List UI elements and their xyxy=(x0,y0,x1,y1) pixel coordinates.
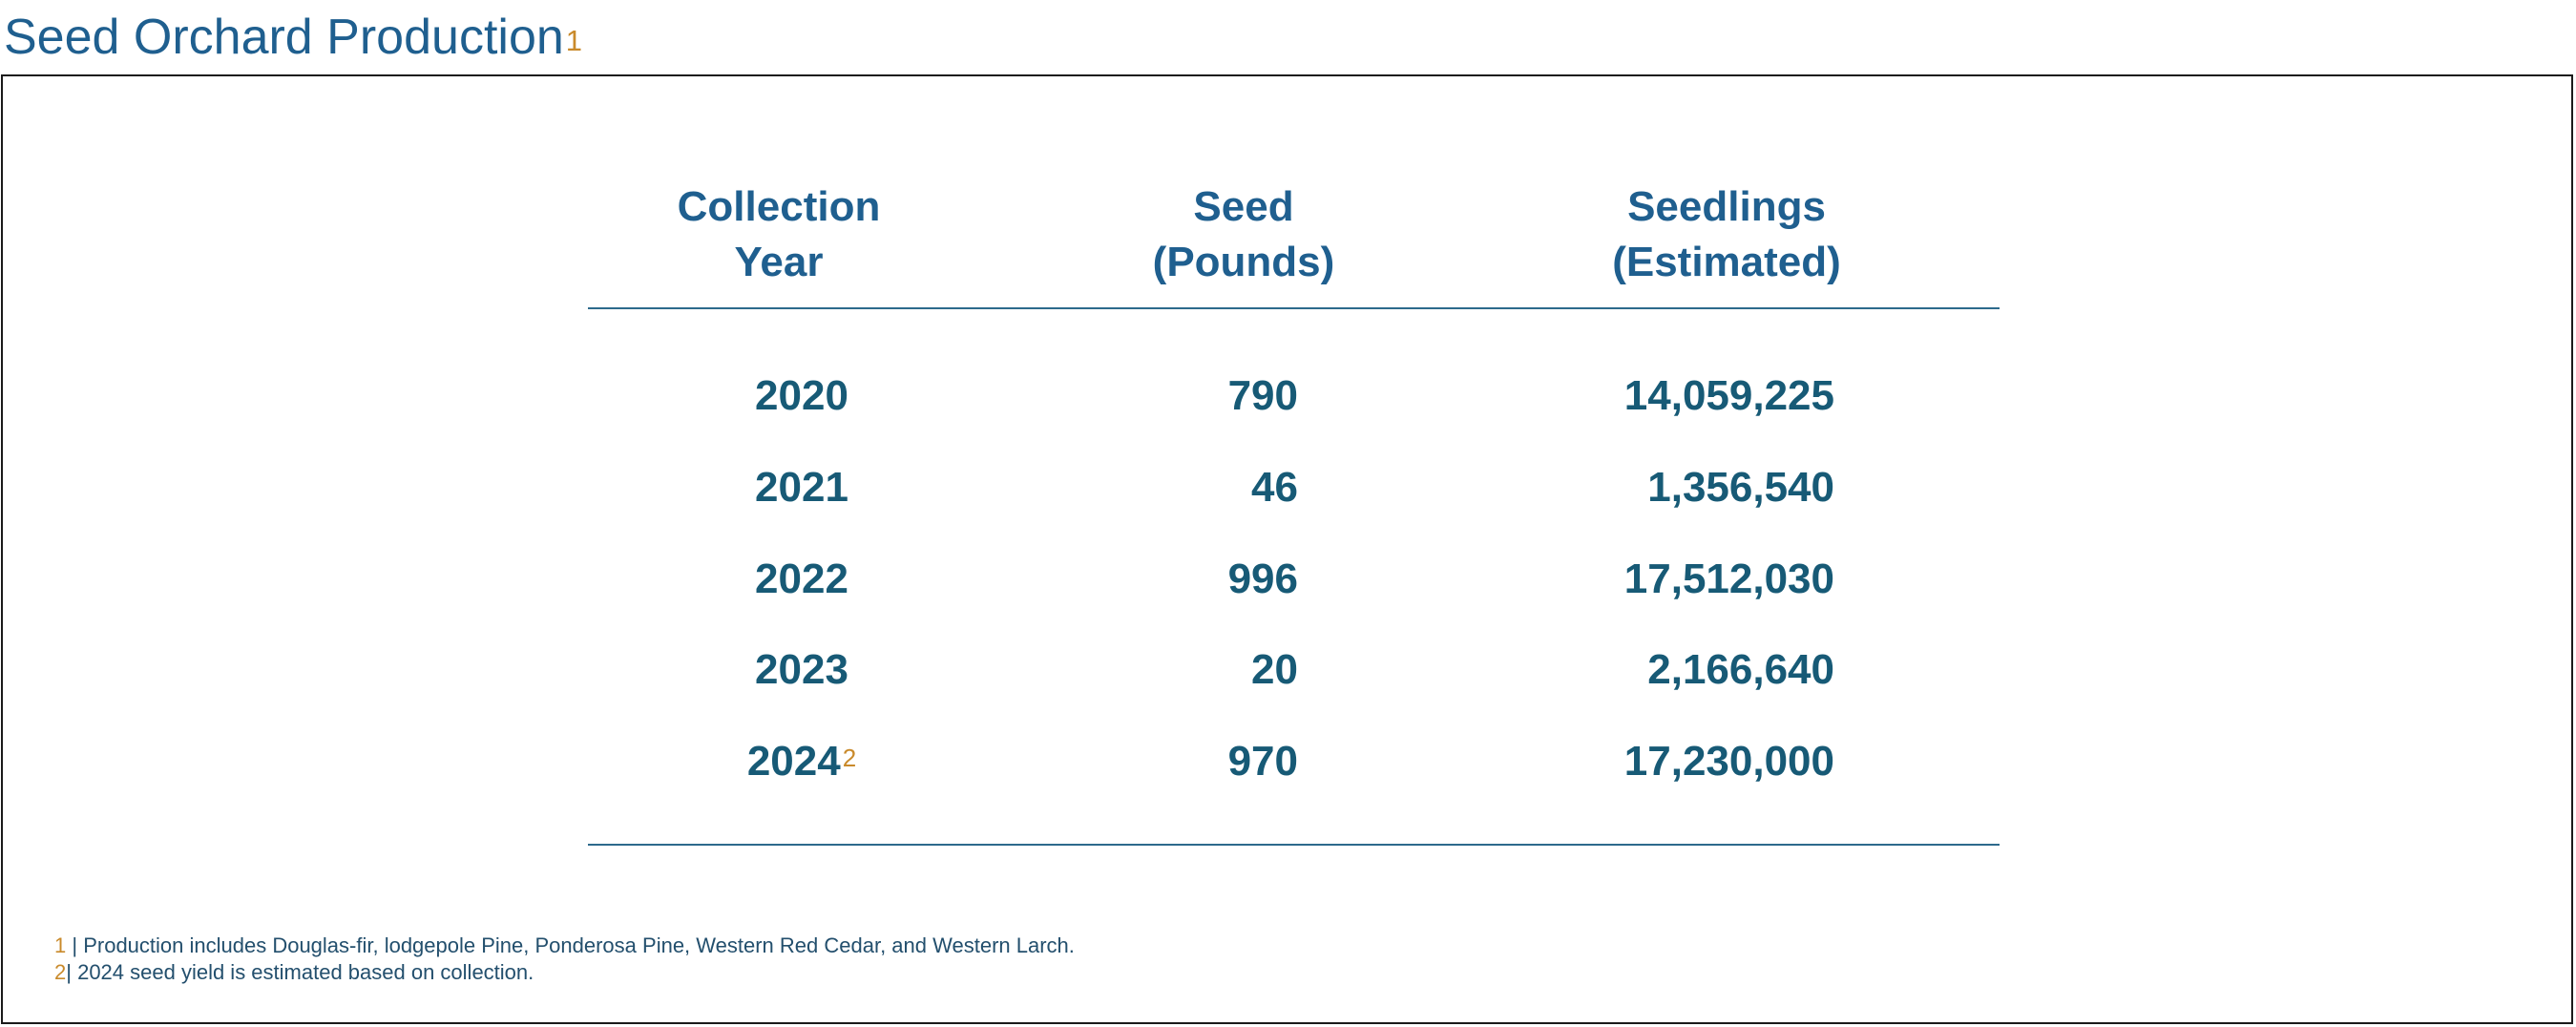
header-seed-pounds: Seed (Pounds) xyxy=(1043,179,1444,290)
footnote-2: 2| 2024 seed yield is estimated based on… xyxy=(54,959,1075,986)
cell-year: 20242 xyxy=(746,738,857,785)
year-footnote-marker: 2 xyxy=(842,744,857,772)
header-line: Collection xyxy=(677,183,881,230)
cell-seedlings: 17,512,030 xyxy=(1623,555,1834,602)
header-line: Seed xyxy=(1193,183,1294,230)
footnote-marker: 2 xyxy=(54,960,67,984)
footnote-text: | Production includes Douglas-fir, lodge… xyxy=(72,933,1075,957)
footnote-1: 1 | Production includes Douglas-fir, lod… xyxy=(54,933,1075,959)
header-line: (Estimated) xyxy=(1612,239,1841,285)
header-line: Seedlings xyxy=(1627,183,1826,230)
footnotes: 1 | Production includes Douglas-fir, lod… xyxy=(54,933,1075,986)
table-bottom-divider xyxy=(588,844,2000,846)
header-line: Year xyxy=(734,239,824,285)
cell-seed: 20 xyxy=(1251,646,1298,693)
cell-seedlings: 17,230,000 xyxy=(1623,738,1834,785)
footnote-text: | 2024 seed yield is estimated based on … xyxy=(66,960,534,984)
header-collection-year: Collection Year xyxy=(578,179,979,290)
title-footnote-marker: 1 xyxy=(565,24,583,57)
page-title: Seed Orchard Production1 xyxy=(4,6,582,69)
cell-year: 2021 xyxy=(755,464,848,511)
cell-seed: 46 xyxy=(1251,464,1298,511)
cell-seed: 996 xyxy=(1227,555,1298,602)
cell-seedlings: 2,166,640 xyxy=(1647,646,1834,693)
cell-seedlings: 1,356,540 xyxy=(1647,464,1834,511)
cell-year: 2020 xyxy=(755,372,848,419)
cell-year: 2023 xyxy=(755,646,848,693)
header-divider xyxy=(588,307,2000,309)
header-seedlings-estimated: Seedlings (Estimated) xyxy=(1526,179,1927,290)
table-frame xyxy=(1,74,2573,1024)
cell-year: 2022 xyxy=(755,555,848,602)
title-text: Seed Orchard Production xyxy=(4,10,564,65)
cell-seed: 790 xyxy=(1227,372,1298,419)
footnote-marker: 1 xyxy=(54,933,67,957)
header-line: (Pounds) xyxy=(1152,239,1335,285)
cell-seedlings: 14,059,225 xyxy=(1623,372,1834,419)
cell-seed: 970 xyxy=(1227,738,1298,785)
